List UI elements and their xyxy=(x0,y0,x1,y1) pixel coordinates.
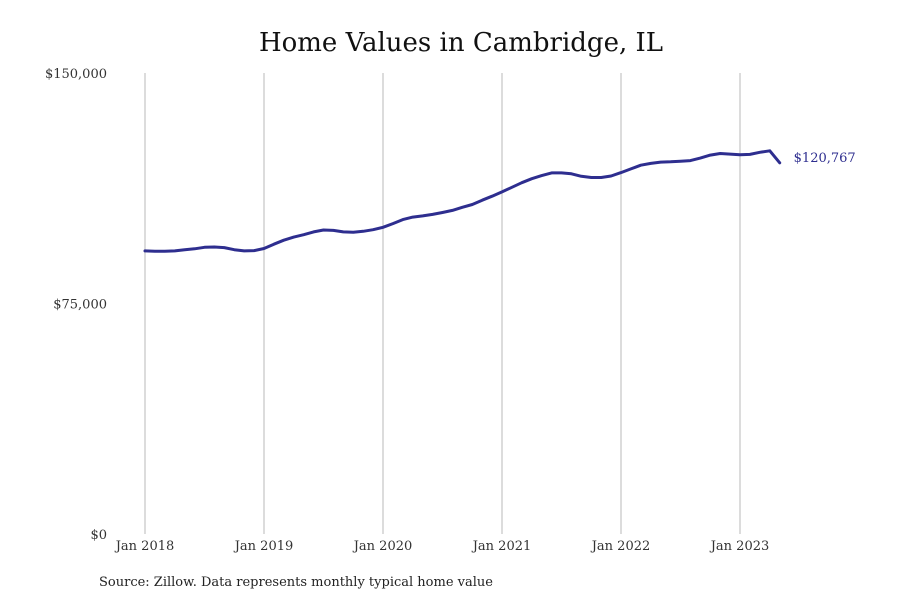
end-value-label: $120,767 xyxy=(794,151,856,166)
y-tick-label: $75,000 xyxy=(53,298,107,313)
x-tick-label: Jan 2020 xyxy=(352,539,413,554)
x-tick-label: Jan 2023 xyxy=(709,539,770,554)
y-tick-label: $0 xyxy=(90,528,107,543)
x-tick-label: Jan 2018 xyxy=(114,539,175,554)
y-axis: $0 $75,000 $150,000 xyxy=(45,67,107,543)
chart-title: Home Values in Cambridge, IL xyxy=(259,28,663,58)
y-tick-label: $150,000 xyxy=(45,67,107,82)
series-line xyxy=(143,149,782,253)
source-note: Source: Zillow. Data represents monthly … xyxy=(99,575,493,590)
series-layer: $120,767 xyxy=(143,149,856,253)
x-tick-label: Jan 2022 xyxy=(590,539,651,554)
x-axis: Jan 2018 Jan 2019 Jan 2020 Jan 2021 Jan 2022… xyxy=(114,539,770,554)
x-tick-label: Jan 2019 xyxy=(233,539,294,554)
x-tick-label: Jan 2021 xyxy=(471,539,532,554)
gridlines xyxy=(144,73,741,534)
